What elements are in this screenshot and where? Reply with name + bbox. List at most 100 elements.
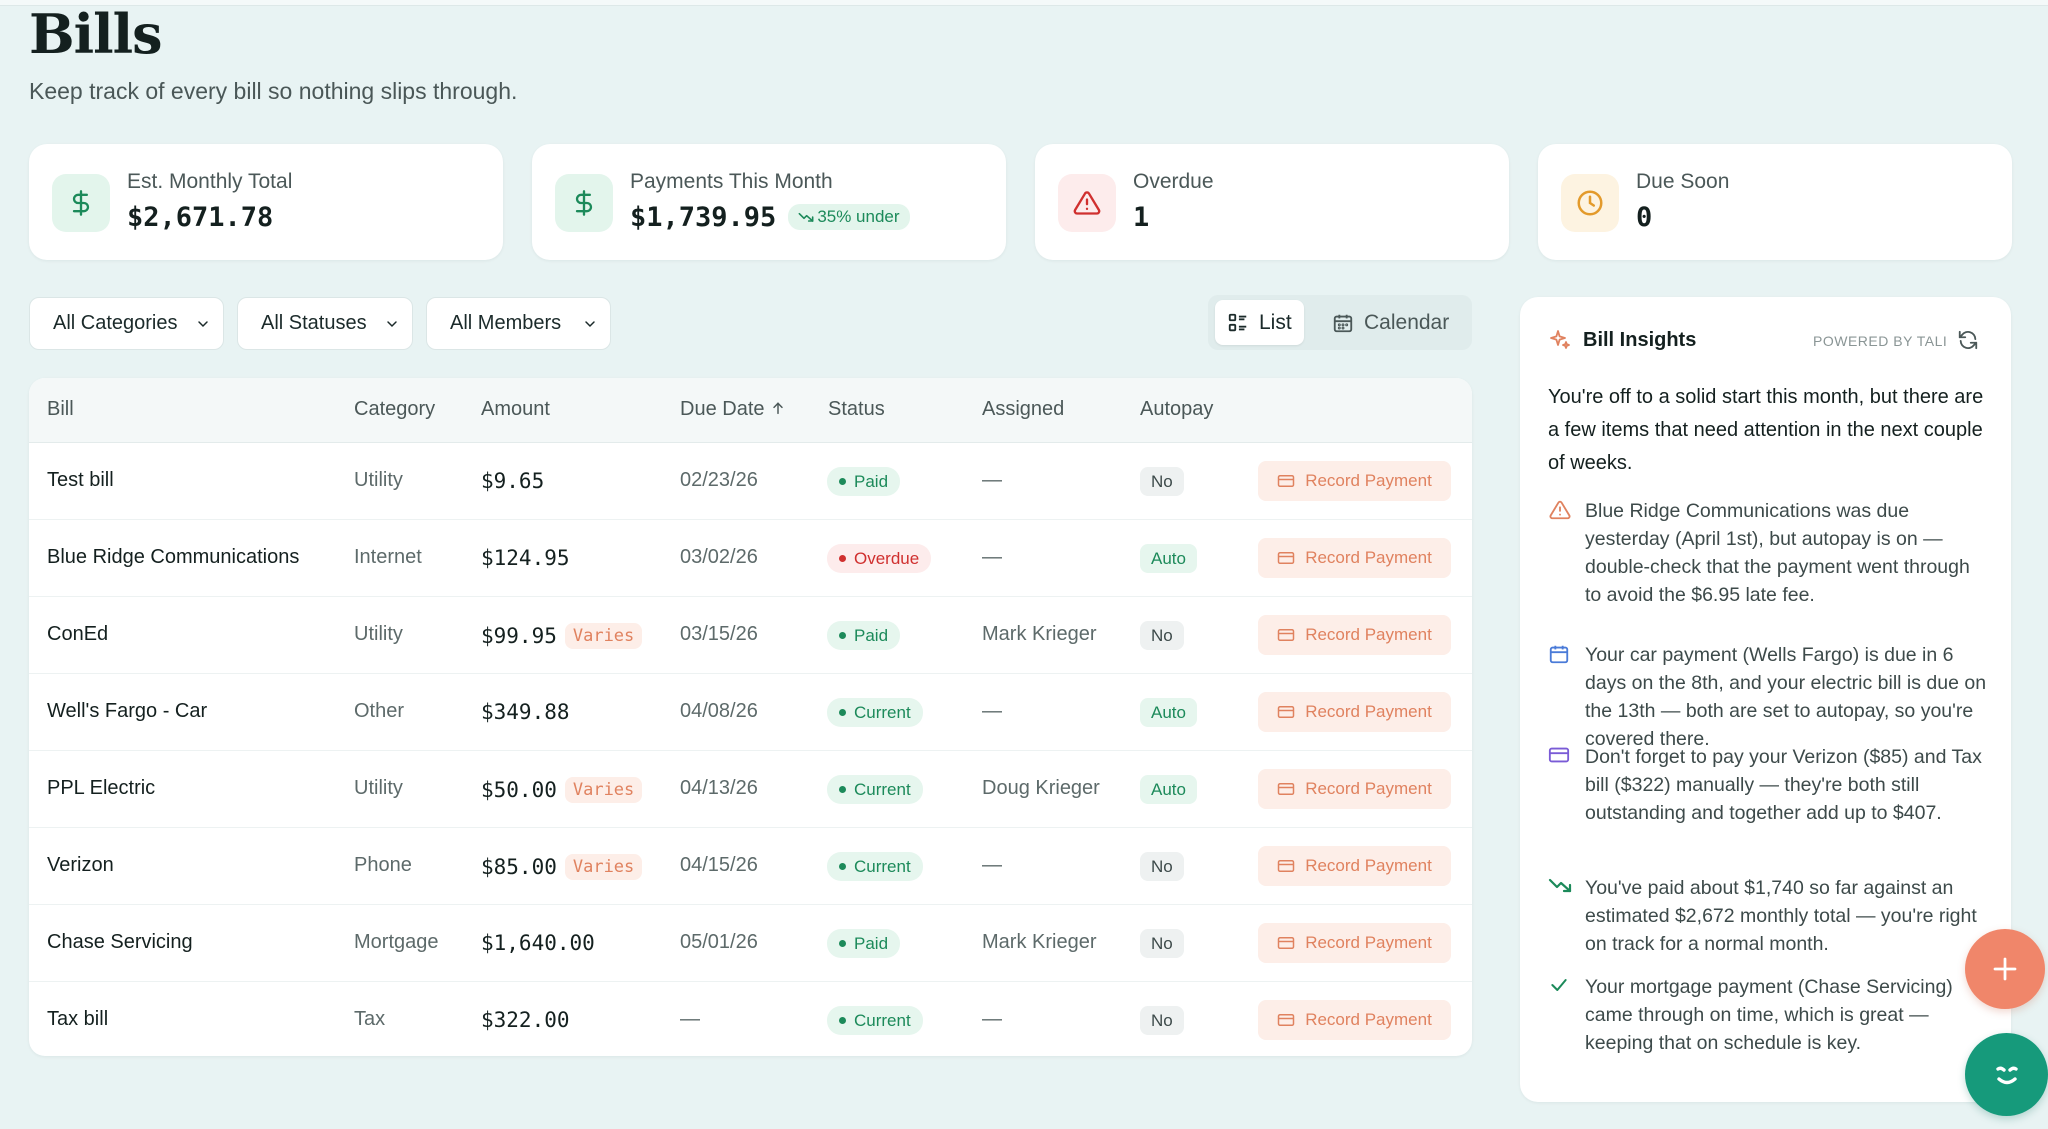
status-filter[interactable]: All Statuses: [237, 297, 413, 350]
record-payment-button[interactable]: Record Payment: [1258, 461, 1451, 501]
bill-assigned: —: [982, 1008, 1002, 1030]
bill-name[interactable]: Well's Fargo - Car: [47, 700, 208, 722]
bill-assigned: Doug Krieger: [982, 777, 1100, 799]
autopay-badge: Auto: [1140, 775, 1197, 804]
bill-category: Other: [354, 700, 405, 722]
bill-due-date: 05/01/26: [680, 931, 758, 953]
table-row[interactable]: Verizon Phone $85.00 Varies 04/15/26 Current —…: [29, 828, 1472, 905]
table-row[interactable]: Well's Fargo - Car Other $349.88 04/08/26 Cu…: [29, 674, 1472, 751]
view-toggle: List Calendar: [1208, 295, 1472, 350]
monthly-total-label: Est. Monthly Total: [127, 170, 293, 193]
header-due-date[interactable]: Due Date: [680, 398, 786, 421]
bill-due-date: 04/13/26: [680, 777, 758, 799]
arrow-up-icon: [772, 402, 783, 415]
table-row[interactable]: Test bill Utility $9.65 02/23/26 Paid — No Reco…: [29, 443, 1472, 520]
table-row[interactable]: Chase Servicing Mortgage $1,640.00 05/01/26…: [29, 905, 1472, 982]
record-payment-button[interactable]: Record Payment: [1258, 1000, 1451, 1040]
autopay-badge: No: [1140, 1006, 1184, 1035]
status-badge: Paid: [827, 929, 901, 958]
status-badge: Current: [827, 698, 923, 727]
status-label: Current: [854, 702, 911, 722]
bill-name[interactable]: Tax bill: [47, 1008, 109, 1030]
powered-by-label: POWERED BY TALI: [1813, 333, 1948, 349]
record-payment-label: Record Payment: [1305, 1010, 1432, 1029]
table-row[interactable]: Tax bill Tax $322.00 — Current — No Record Paym…: [29, 982, 1472, 1056]
header-category[interactable]: Category: [354, 398, 436, 420]
bill-category: Mortgage: [354, 931, 439, 953]
insight-item: Your car payment (Wells Fargo) is due in…: [1548, 641, 1988, 753]
header-autopay[interactable]: Autopay: [1140, 398, 1214, 420]
table-row[interactable]: ConEd Utility $99.95 Varies 03/15/26 Paid Mark…: [29, 597, 1472, 674]
trend-down-icon: [798, 212, 814, 222]
varies-badge: Varies: [564, 854, 643, 880]
credit-card-icon: [1277, 475, 1295, 487]
autopay-badge: Auto: [1140, 544, 1197, 573]
bill-amount: $349.88: [481, 700, 570, 724]
list-view-button[interactable]: List: [1215, 300, 1304, 345]
bill-name[interactable]: ConEd: [47, 623, 109, 645]
bill-name[interactable]: Chase Servicing: [47, 931, 193, 953]
record-payment-button[interactable]: Record Payment: [1258, 923, 1451, 963]
record-payment-button[interactable]: Record Payment: [1258, 692, 1451, 732]
bill-category: Tax: [354, 1008, 386, 1030]
record-payment-label: Record Payment: [1305, 625, 1432, 644]
record-payment-button[interactable]: Record Payment: [1258, 538, 1451, 578]
status-dot: [839, 709, 846, 716]
bill-amount: $9.65: [481, 469, 545, 493]
chevron-down-icon: [387, 321, 397, 328]
autopay-badge: No: [1140, 852, 1184, 881]
payments-label: Payments This Month: [630, 170, 833, 193]
calendar-view-label: Calendar: [1364, 310, 1450, 334]
credit-card-icon: [1277, 860, 1295, 872]
overdue-value: 1: [1133, 202, 1150, 233]
bill-due-date: —: [680, 1008, 700, 1030]
table-header: Bill Category Amount Due Date Status Ass…: [29, 378, 1472, 443]
add-bill-button[interactable]: [1965, 929, 2045, 1009]
category-filter[interactable]: All Categories: [29, 297, 224, 350]
status-dot: [839, 555, 846, 562]
bill-name[interactable]: Test bill: [47, 469, 114, 491]
insight-text: Your car payment (Wells Fargo) is due in…: [1585, 644, 1987, 750]
refresh-icon[interactable]: [1957, 329, 1979, 351]
bill-name[interactable]: Blue Ridge Communications: [47, 546, 300, 568]
calendar-view-button[interactable]: Calendar: [1320, 300, 1461, 345]
bill-assigned: —: [982, 854, 1002, 876]
record-payment-button[interactable]: Record Payment: [1258, 615, 1451, 655]
bill-assigned: Mark Krieger: [982, 931, 1097, 953]
status-badge: Paid: [827, 467, 901, 496]
calendar-icon: [1548, 643, 1570, 670]
due-soon-label: Due Soon: [1636, 170, 1730, 193]
assistant-chat-button[interactable]: [1965, 1033, 2048, 1116]
bill-name[interactable]: Verizon: [47, 854, 114, 876]
status-label: Current: [854, 779, 911, 799]
record-payment-button[interactable]: Record Payment: [1258, 769, 1451, 809]
credit-card-icon: [1548, 745, 1570, 770]
table-row[interactable]: Blue Ridge Communications Internet $124.95…: [29, 520, 1472, 597]
insight-item: Don't forget to pay your Verizon ($85) a…: [1548, 743, 1988, 827]
bill-category: Utility: [354, 469, 403, 491]
credit-card-icon: [1277, 629, 1295, 641]
status-filter-value: All Statuses: [261, 312, 367, 334]
bill-amount: $85.00: [481, 855, 557, 879]
plus-icon: [1993, 957, 2017, 981]
record-payment-button[interactable]: Record Payment: [1258, 846, 1451, 886]
member-filter[interactable]: All Members: [426, 297, 611, 350]
header-bill[interactable]: Bill: [47, 398, 74, 420]
payments-value-row: $1,739.95 35% under: [630, 202, 910, 233]
autopay-badge: No: [1140, 467, 1184, 496]
status-badge: Current: [827, 1006, 923, 1035]
bill-name[interactable]: PPL Electric: [47, 777, 156, 799]
list-view-label: List: [1259, 310, 1292, 334]
insight-text: You've paid about $1,740 so far against …: [1585, 877, 1977, 955]
payments-card: Payments This Month $1,739.95 35% under: [532, 144, 1006, 260]
bill-amount-cell: $9.65: [481, 469, 544, 493]
record-payment-label: Record Payment: [1305, 548, 1432, 567]
bill-category: Phone: [354, 854, 412, 876]
header-assigned[interactable]: Assigned: [982, 398, 1065, 420]
status-dot: [839, 863, 846, 870]
table-row[interactable]: PPL Electric Utility $50.00 Varies 04/13/26 C…: [29, 751, 1472, 828]
page-subtitle: Keep track of every bill so nothing slip…: [29, 78, 518, 104]
header-status[interactable]: Status: [828, 398, 885, 420]
insight-text: Blue Ridge Communications was due yester…: [1585, 500, 1970, 606]
header-amount[interactable]: Amount: [481, 398, 550, 420]
